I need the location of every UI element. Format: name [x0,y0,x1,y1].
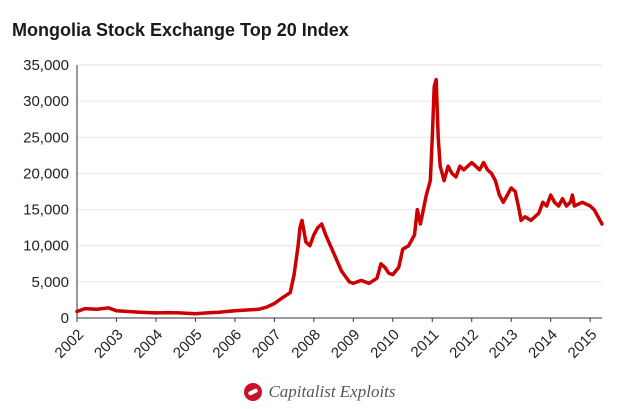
x-tick-label: 2012 [446,326,482,362]
x-tick-label: 2015 [565,326,601,362]
x-tick-label: 2003 [91,326,127,362]
footer-brand: Capitalist Exploits [0,380,640,404]
series-line [75,77,604,316]
x-tick-label: 2004 [131,326,167,362]
line-chart: 0 5,000 10,000 15,000 20,000 25,000 30,000 35,0… [23,57,604,362]
series-lines [75,77,604,316]
x-tick-label: 2010 [367,326,403,362]
x-tick-label: 2005 [170,326,206,362]
y-tick-label: 30,000 [23,93,69,110]
x-tick-label: 2009 [328,326,364,362]
y-tick-labels: 0 5,000 10,000 15,000 20,000 25,000 30,000 35,0… [23,57,69,327]
y-tick-label: 15,000 [23,202,69,219]
y-tick-label: 25,000 [23,129,69,146]
x-tick-label: 2011 [408,326,443,361]
y-tick-label: 5,000 [31,274,69,291]
y-tick-label: 0 [61,310,69,327]
x-tick-label: 2013 [486,326,522,362]
x-tick-label: 2007 [249,326,285,362]
y-tick-label: 20,000 [23,165,69,182]
chart-title: Mongolia Stock Exchange Top 20 Index [12,20,349,40]
x-tick-label: 2014 [525,326,561,362]
y-tick-label: 35,000 [23,57,69,74]
x-tick-label: 2002 [52,326,88,362]
gridlines [77,64,602,283]
x-tick-label: 2006 [209,326,245,362]
brand-name: Capitalist Exploits [268,382,396,401]
y-tick-label: 10,000 [23,238,69,255]
axes [76,65,602,322]
x-tick-label: 2008 [288,326,324,362]
x-tick-labels: 2002 2003 2004 2005 2006 2007 2008 2009 2010 2011… [52,326,601,362]
capitalist-exploits-logo-icon [244,383,263,401]
